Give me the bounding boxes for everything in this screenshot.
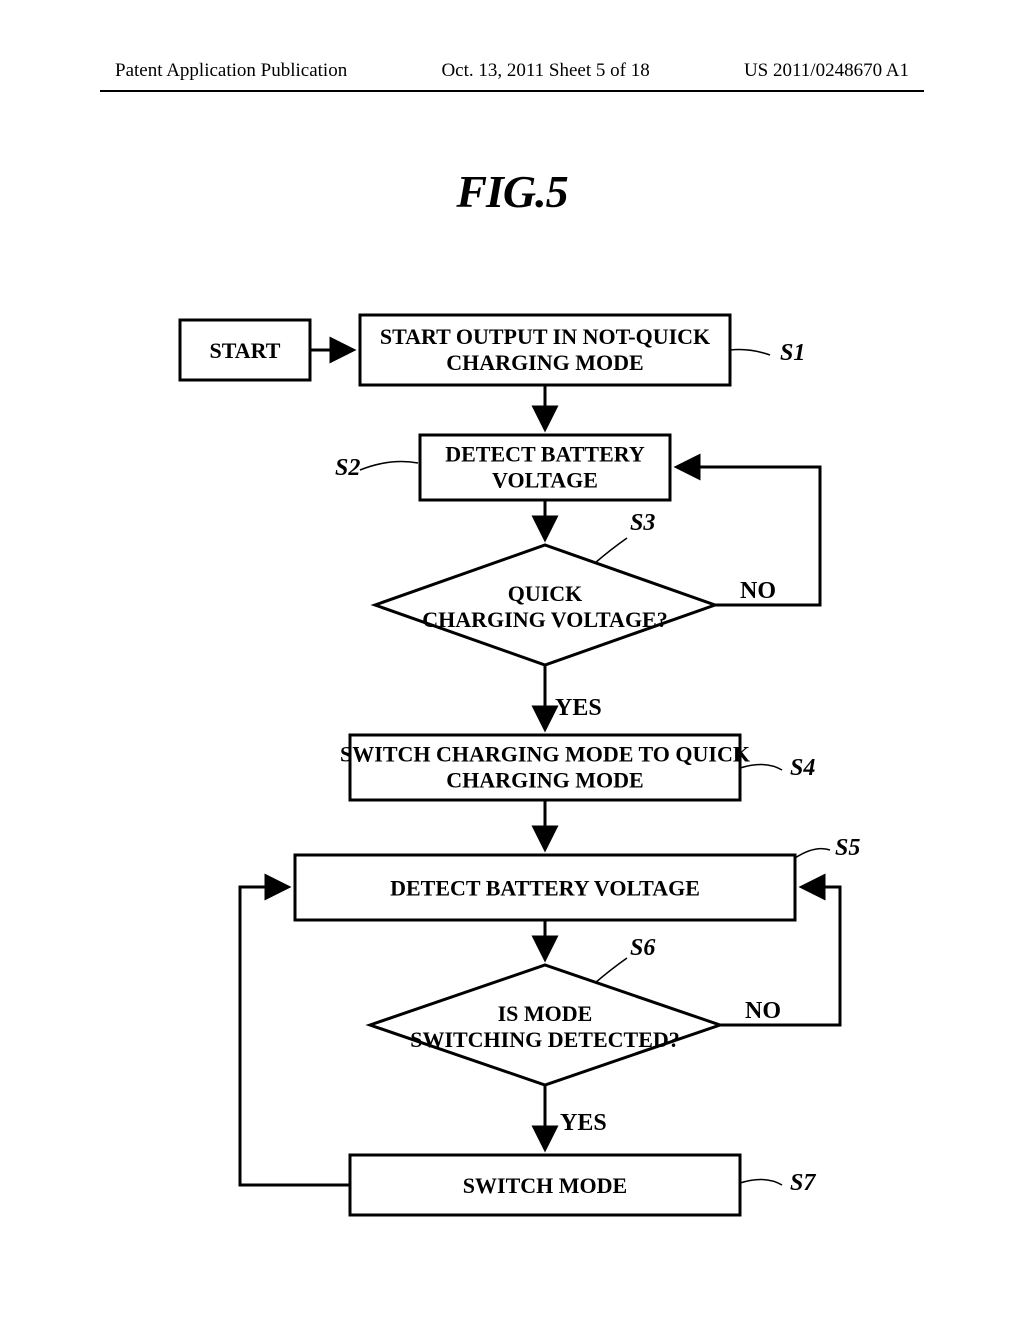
- step-leader: [360, 462, 418, 470]
- node-label: CHARGING MODE: [446, 350, 643, 375]
- page: Patent Application Publication Oct. 13, …: [0, 0, 1024, 1320]
- flowchart-svg: YES NO YES NO START START OUTPUT IN NOT-QUICK…: [100, 300, 950, 1260]
- step-leader: [595, 538, 627, 563]
- step-label: S5: [835, 835, 860, 861]
- node-label: DETECT BATTERY VOLTAGE: [390, 876, 700, 901]
- step-label: S7: [790, 1170, 816, 1196]
- branch-label: NO: [740, 578, 776, 604]
- header-left: Patent Application Publication: [115, 60, 347, 82]
- node-label: DETECT BATTERY: [445, 442, 645, 467]
- branch-label: YES: [560, 1110, 607, 1136]
- step-label: S4: [790, 755, 815, 781]
- node-label: VOLTAGE: [492, 468, 598, 493]
- flowchart-container: YES NO YES NO START START OUTPUT IN NOT-QUICK…: [100, 300, 950, 1265]
- node-label: START OUTPUT IN NOT-QUICK: [380, 324, 710, 349]
- step-label: S3: [630, 510, 655, 536]
- node-label: START: [210, 338, 281, 363]
- step-leader: [730, 350, 770, 355]
- step-label: S2: [335, 455, 360, 481]
- node-label: SWITCH CHARGING MODE TO QUICK: [340, 742, 750, 767]
- branch-label: NO: [745, 998, 781, 1024]
- figure-title: FIG.5: [0, 165, 1024, 218]
- branch-label: YES: [555, 695, 602, 721]
- step-label: S1: [780, 340, 805, 366]
- node-label: SWITCH MODE: [463, 1173, 627, 1198]
- node-label: IS MODE: [498, 1001, 593, 1026]
- flow-edge: [240, 887, 350, 1185]
- step-leader: [795, 849, 830, 858]
- header-rule: [100, 90, 924, 92]
- node-label: CHARGING VOLTAGE?: [422, 607, 667, 632]
- node-label: SWITCHING DETECTED?: [410, 1027, 680, 1052]
- page-header: Patent Application Publication Oct. 13, …: [0, 60, 1024, 82]
- header-center: Oct. 13, 2011 Sheet 5 of 18: [441, 60, 649, 82]
- node-label: CHARGING MODE: [446, 768, 643, 793]
- step-leader: [740, 1179, 782, 1185]
- node-label: QUICK: [508, 581, 583, 606]
- step-label: S6: [630, 935, 655, 961]
- header-right: US 2011/0248670 A1: [744, 60, 909, 82]
- step-leader: [595, 958, 627, 983]
